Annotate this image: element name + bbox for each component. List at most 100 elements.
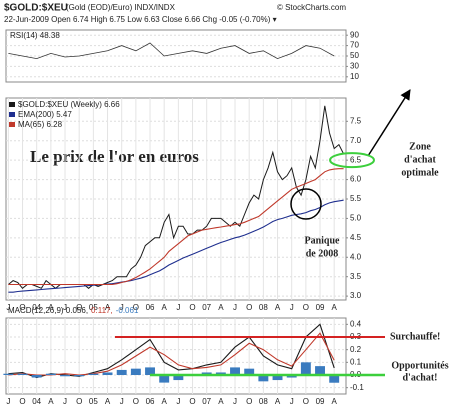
panel-frame xyxy=(5,317,347,395)
legend-swatch xyxy=(9,122,15,127)
x-tick-label: A xyxy=(332,397,338,406)
x-tick-label: O xyxy=(303,303,309,312)
y-tick-label: 0.2 xyxy=(350,345,362,354)
x-tick-label: O xyxy=(19,303,25,312)
y-tick-label: 7.0 xyxy=(350,136,362,145)
arrow xyxy=(367,89,411,157)
x-tick-label: A xyxy=(218,397,224,406)
x-tick-label: A xyxy=(275,397,281,406)
x-tick-label: O xyxy=(76,303,82,312)
histogram-bar xyxy=(173,375,184,381)
x-tick-label: A xyxy=(332,303,338,312)
histogram-bar xyxy=(60,375,70,377)
x-tick-label: A xyxy=(162,397,168,406)
histogram-bar xyxy=(3,373,14,375)
histogram-bar xyxy=(159,375,170,383)
series-line xyxy=(8,199,344,293)
legend-swatch xyxy=(9,102,15,107)
legend-label: -0.061 xyxy=(116,306,139,315)
description: (Gold (EOD)/Euro) INDX/INDX xyxy=(66,3,176,12)
x-tick-label: 08 xyxy=(259,303,268,312)
x-tick-label: A xyxy=(105,303,111,312)
x-tick-label: 05 xyxy=(89,303,98,312)
source: © StockCharts.com xyxy=(277,3,346,12)
symbol: $GOLD:$XEU xyxy=(4,3,68,14)
histogram-bar xyxy=(244,368,255,375)
histogram-bar xyxy=(74,375,85,377)
x-tick-label: 07 xyxy=(202,397,211,406)
histogram-bar xyxy=(88,373,99,375)
quote: 22-Jun-2009 Open 6.74 High 6.75 Low 6.63… xyxy=(4,15,277,24)
y-tick-label: 10 xyxy=(350,72,359,81)
annotation: Panique xyxy=(304,235,340,246)
x-tick-label: O xyxy=(303,397,309,406)
histogram-bar xyxy=(45,373,56,375)
x-tick-label: O xyxy=(189,397,195,406)
panel-title: RSI(14) 48.38 xyxy=(10,31,60,40)
legend-label: 0.117, xyxy=(91,306,113,315)
legend: MACD(12,26,9) 0.056, 0.117, -0.061 xyxy=(8,306,139,315)
y-tick-label: 0.1 xyxy=(350,357,362,366)
histogram-bar xyxy=(145,367,155,375)
x-tick-label: 09 xyxy=(316,397,325,406)
histogram-bar xyxy=(130,368,141,375)
series-line xyxy=(8,332,335,376)
histogram-bar xyxy=(215,372,226,375)
x-tick-label: J xyxy=(6,397,10,406)
y-tick-label: 5.0 xyxy=(350,214,362,223)
x-tick-label: J xyxy=(233,397,237,406)
annotation: Surchauffe! xyxy=(390,331,440,342)
x-tick-label: O xyxy=(189,303,195,312)
y-tick-label: 90 xyxy=(350,30,359,39)
histogram-bar xyxy=(272,375,283,381)
y-tick-label: 30 xyxy=(350,62,359,71)
histogram-bar xyxy=(258,375,269,382)
y-tick-label: 3.0 xyxy=(350,291,362,300)
x-tick-label: O xyxy=(246,397,252,406)
x-tick-label: J xyxy=(63,397,67,406)
annotation: d'achat! xyxy=(403,372,438,383)
x-tick-label: J xyxy=(290,303,294,312)
chart-title: Le prix de l'or en euros xyxy=(30,147,199,166)
y-tick-label: 0.4 xyxy=(350,319,362,328)
annotation: de 2008 xyxy=(306,248,339,259)
y-tick-label: -0.1 xyxy=(350,383,364,392)
y-tick-label: 50 xyxy=(350,51,359,60)
series-line xyxy=(8,168,344,286)
histogram-bar xyxy=(31,375,42,378)
x-tick-label: J xyxy=(120,303,124,312)
y-tick-label: 6.0 xyxy=(350,175,362,184)
panic-circle xyxy=(290,188,322,220)
legend-swatch xyxy=(9,112,15,117)
histogram-bar xyxy=(102,372,113,375)
x-tick-label: 06 xyxy=(146,303,155,312)
legend-label: MACD(12,26,9) 0.056, xyxy=(8,306,88,315)
histogram-bar xyxy=(286,375,297,378)
y-tick-label: 3.5 xyxy=(350,272,362,281)
y-tick-label: 6.5 xyxy=(350,155,362,164)
x-tick-label: 04 xyxy=(32,303,41,312)
histogram-bar xyxy=(17,373,28,375)
annotation: Zone xyxy=(409,141,431,152)
x-tick-label: J xyxy=(290,397,294,406)
x-tick-label: J xyxy=(6,303,10,312)
x-tick-label: J xyxy=(63,303,67,312)
y-tick-label: 5.5 xyxy=(350,194,362,203)
legend-label: $GOLD:$XEU (Weekly) 6.66 xyxy=(18,100,120,109)
x-tick-label: J xyxy=(120,397,124,406)
x-tick-label: O xyxy=(76,397,82,406)
y-tick-label: 7.5 xyxy=(350,116,362,125)
x-tick-label: A xyxy=(162,303,168,312)
x-tick-label: 06 xyxy=(146,397,155,406)
rsi-line xyxy=(8,42,335,60)
y-tick-label: 70 xyxy=(350,41,359,50)
legend-label: MA(65) 6.28 xyxy=(18,120,63,129)
x-tick-label: O xyxy=(246,303,252,312)
annotation: Opportunités xyxy=(391,360,448,371)
histogram-bar xyxy=(315,366,325,375)
histogram-bar xyxy=(116,369,127,375)
x-tick-label: J xyxy=(233,303,237,312)
histogram-bar xyxy=(300,362,311,375)
series-line xyxy=(8,323,335,379)
